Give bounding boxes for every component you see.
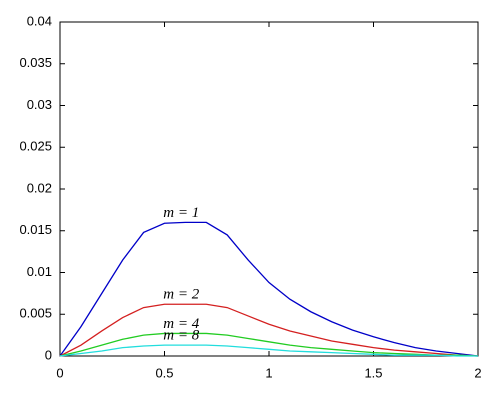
- series-annotation: m = 8: [163, 328, 199, 344]
- y-tick-label: 0.025: [19, 139, 52, 154]
- y-tick-label: 0.02: [27, 180, 52, 195]
- y-tick-label: 0.015: [19, 222, 52, 237]
- y-tick-label: 0.04: [27, 13, 52, 28]
- x-tick-label: 2: [474, 365, 481, 380]
- series-annotation: m = 1: [163, 205, 199, 221]
- series-annotation: m = 2: [163, 287, 199, 303]
- series-line: [59, 332, 479, 357]
- y-tick-label: 0: [45, 347, 52, 362]
- x-tick-label: 1: [265, 365, 272, 380]
- x-tick-label: 0.5: [155, 365, 173, 380]
- y-tick-label: 0.01: [27, 264, 52, 279]
- series-line: [59, 303, 479, 357]
- series-line: [59, 344, 478, 357]
- x-tick-label: 1.5: [364, 365, 382, 380]
- y-tick-label: 0.035: [19, 55, 52, 70]
- y-tick-label: 0.005: [19, 306, 52, 321]
- y-tick-label: 0.03: [27, 97, 52, 112]
- series-line: [59, 221, 479, 357]
- series-annotation: m = 4: [163, 316, 199, 332]
- x-tick-label: 0: [56, 365, 63, 380]
- plot-frame: [59, 21, 479, 357]
